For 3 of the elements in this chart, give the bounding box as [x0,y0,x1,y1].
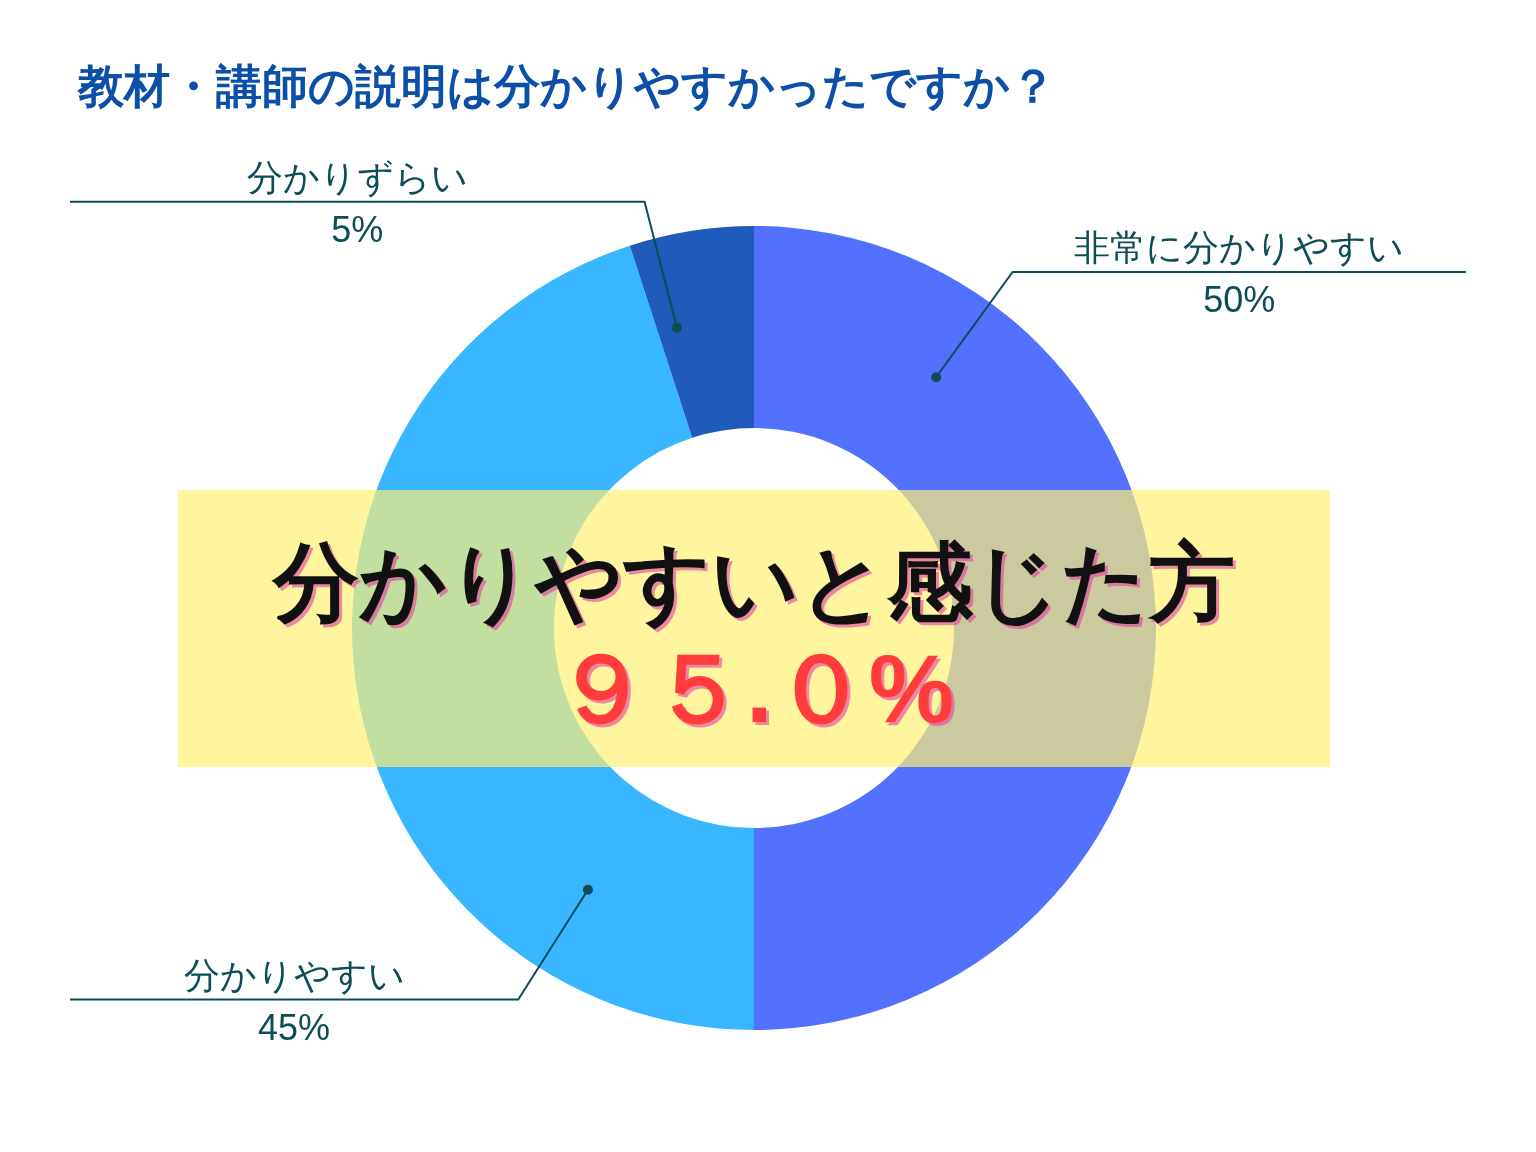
annotation: ９５.０% [554,635,954,742]
title: 教材・講師の説明は分かりやすかったですか？ [78,60,1056,112]
annotation: 分かりやすいと感じた方 [273,534,1235,630]
